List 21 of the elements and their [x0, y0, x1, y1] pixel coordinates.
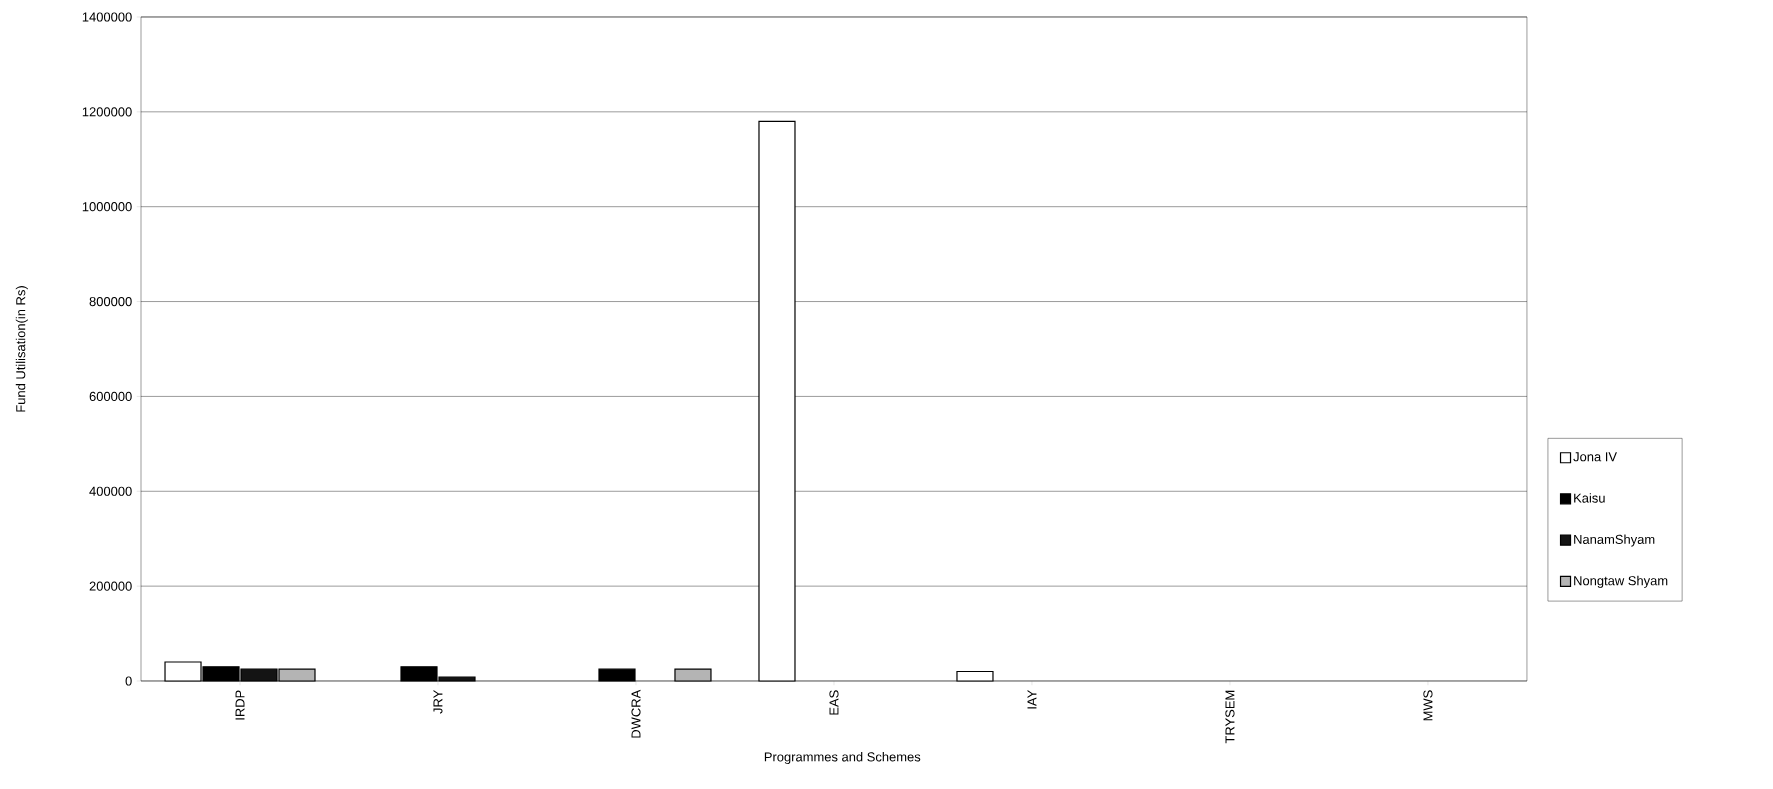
x-tick-label: TRYSEM: [1225, 690, 1235, 744]
x-tick-label: IAY: [1027, 690, 1037, 709]
y-tick-label: 0: [125, 676, 132, 686]
y-tick-label: 1200000: [82, 107, 132, 117]
legend-label: NanamShyam: [1574, 534, 1655, 547]
y-tick-label: 600000: [89, 391, 132, 401]
x-tick-label: EAS: [829, 690, 839, 715]
x-axis-title: Programmes and Schemes: [764, 751, 921, 765]
x-tick-label: JRY: [433, 690, 443, 714]
x-tick-label: MWS: [1423, 690, 1433, 721]
y-axis-title: Fund Utilisation(in Rs): [15, 286, 28, 412]
y-tick-label: 400000: [89, 486, 132, 496]
x-tick-label: IRDP: [235, 690, 245, 720]
y-tick-label: 800000: [89, 296, 132, 307]
legend-label: Jona IV: [1573, 452, 1617, 462]
x-tick-label: DWCRA: [631, 689, 641, 738]
y-tick-label: 200000: [89, 581, 132, 591]
y-tick-label: 1400000: [82, 12, 132, 22]
legend-label: Nongtaw Shyam: [1574, 575, 1668, 588]
y-tick-label: 1000000: [82, 202, 132, 212]
legend-label: Kaisu: [1574, 493, 1605, 503]
